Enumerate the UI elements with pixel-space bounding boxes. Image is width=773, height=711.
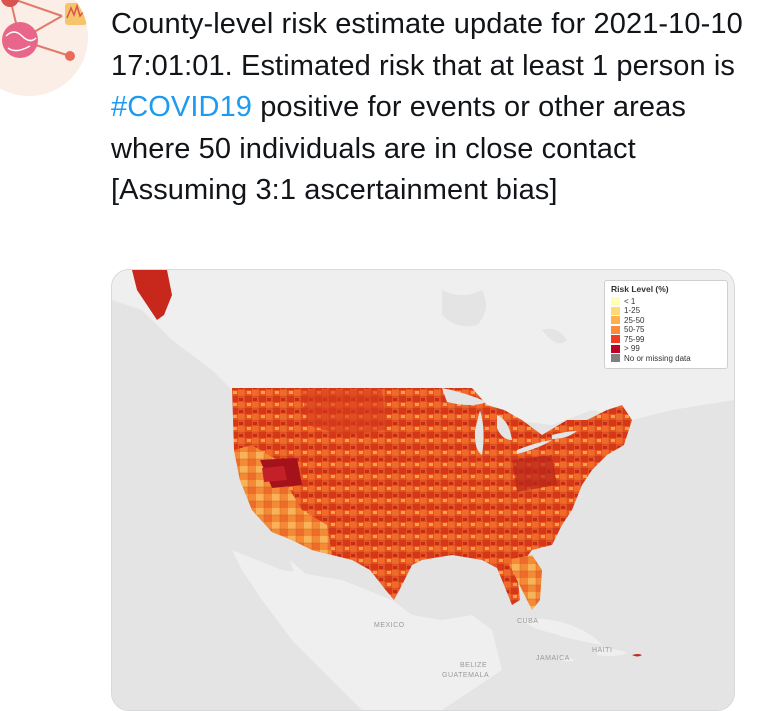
legend-title: Risk Level (%) xyxy=(611,284,669,294)
tweet-text-part2: positive for events or other areas where… xyxy=(111,91,686,206)
legend-label: 75-99 xyxy=(624,334,645,344)
avatar[interactable] xyxy=(0,0,88,96)
legend-swatch xyxy=(611,306,620,315)
legend-item: < 1 xyxy=(611,297,721,307)
legend-label: > 99 xyxy=(624,344,640,353)
legend-item: 1-25 xyxy=(611,306,721,316)
legend-swatch xyxy=(611,297,620,306)
tweet-text-part1: County-level risk estimate update for 20… xyxy=(111,8,743,82)
map-legend: Risk Level (%) < 1 1-25 25-50 50-75 75-99 > 9… xyxy=(604,280,728,369)
legend-label: 50-75 xyxy=(624,325,645,334)
legend-item: 75-99 xyxy=(611,335,721,345)
tweet-image-card[interactable]: MEXICO CUBA HAITI JAMAICA BELIZE GUATEMA… xyxy=(111,269,735,711)
hashtag-link[interactable]: #COVID19 xyxy=(111,91,253,123)
legend-item: > 99 xyxy=(611,344,721,354)
map-label-cuba: CUBA xyxy=(517,618,539,625)
legend-label: 25-50 xyxy=(624,315,645,325)
map-label-belize: BELIZE xyxy=(460,662,488,669)
legend-swatch xyxy=(611,344,620,353)
legend-label: No or missing data xyxy=(624,353,691,363)
network-globe-icon xyxy=(0,0,88,96)
map-label-mexico: MEXICO xyxy=(374,622,405,629)
legend-item: 25-50 xyxy=(611,316,721,326)
map-label-guatemala: GUATEMALA xyxy=(442,672,490,679)
legend-swatch xyxy=(611,316,620,325)
legend-item: 50-75 xyxy=(611,325,721,335)
map-label-jamaica: JAMAICA xyxy=(536,655,570,662)
legend-swatch xyxy=(611,354,620,363)
legend-label: 1-25 xyxy=(624,306,641,315)
map-label-haiti: HAITI xyxy=(592,647,613,654)
tweet-text: County-level risk estimate update for 20… xyxy=(111,4,761,212)
legend-item: No or missing data xyxy=(611,354,721,364)
legend-swatch xyxy=(611,335,620,344)
legend-swatch xyxy=(611,325,620,334)
legend-items: < 1 1-25 25-50 50-75 75-99 > 99 No or missing … xyxy=(611,297,721,364)
legend-label: < 1 xyxy=(624,296,636,306)
